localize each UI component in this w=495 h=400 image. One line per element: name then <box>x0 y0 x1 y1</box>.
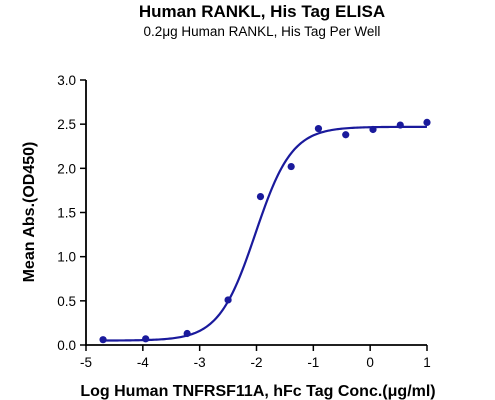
x-tick-label: -1 <box>307 355 319 370</box>
fit-curve <box>103 125 428 342</box>
y-axis-label: Mean Abs.(OD450) <box>21 142 38 283</box>
y-tick-label: 0.5 <box>57 294 76 309</box>
x-tick-label: -2 <box>250 355 262 370</box>
data-point <box>396 121 404 129</box>
data-point <box>287 162 295 171</box>
plot-area: 0.0 0.5 1.0 1.5 2.0 2.5 3.0 -5 -4 -3 -2 -1 0 1 <box>57 73 431 370</box>
chart-title: Human RANKL, His Tag ELISA <box>139 2 385 21</box>
y-tick-label: 2.0 <box>57 161 76 176</box>
y-tick-label: 3.0 <box>57 73 76 88</box>
data-point <box>314 124 323 133</box>
data-point <box>423 118 431 126</box>
y-tick-label: 1.0 <box>57 250 76 265</box>
y-tick-label: 1.5 <box>57 206 76 221</box>
chart-subtitle: 0.2μg Human RANKL, His Tag Per Well <box>144 24 381 39</box>
x-tick-label: -4 <box>137 355 149 370</box>
data-point <box>99 336 107 344</box>
y-tick-label: 2.5 <box>57 117 76 132</box>
data-point <box>183 329 191 338</box>
data-point <box>369 125 377 134</box>
data-point <box>142 335 150 343</box>
x-axis-label: Log Human TNFRSF11A, hFc Tag Conc.(μg/ml… <box>80 383 435 400</box>
x-tick-label: -3 <box>194 355 206 370</box>
data-point <box>224 296 232 304</box>
x-tick-label: 0 <box>366 355 374 370</box>
data-point <box>342 131 350 139</box>
data-point <box>256 193 265 201</box>
x-tick-label: 1 <box>423 355 431 370</box>
y-tick-label: 0.0 <box>57 338 76 353</box>
x-tick-label: -5 <box>80 355 92 370</box>
